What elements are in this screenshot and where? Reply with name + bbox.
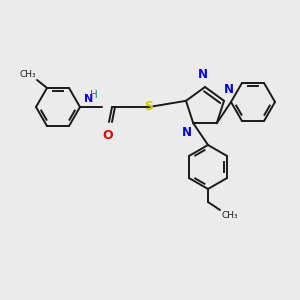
Text: N: N xyxy=(224,83,234,96)
Text: H: H xyxy=(90,90,98,100)
Text: N: N xyxy=(182,126,192,139)
Text: S: S xyxy=(145,100,154,113)
Text: O: O xyxy=(103,129,113,142)
Text: N: N xyxy=(198,68,208,81)
Text: N: N xyxy=(84,94,94,104)
Text: CH₃: CH₃ xyxy=(20,70,36,79)
Text: CH₃: CH₃ xyxy=(221,211,238,220)
